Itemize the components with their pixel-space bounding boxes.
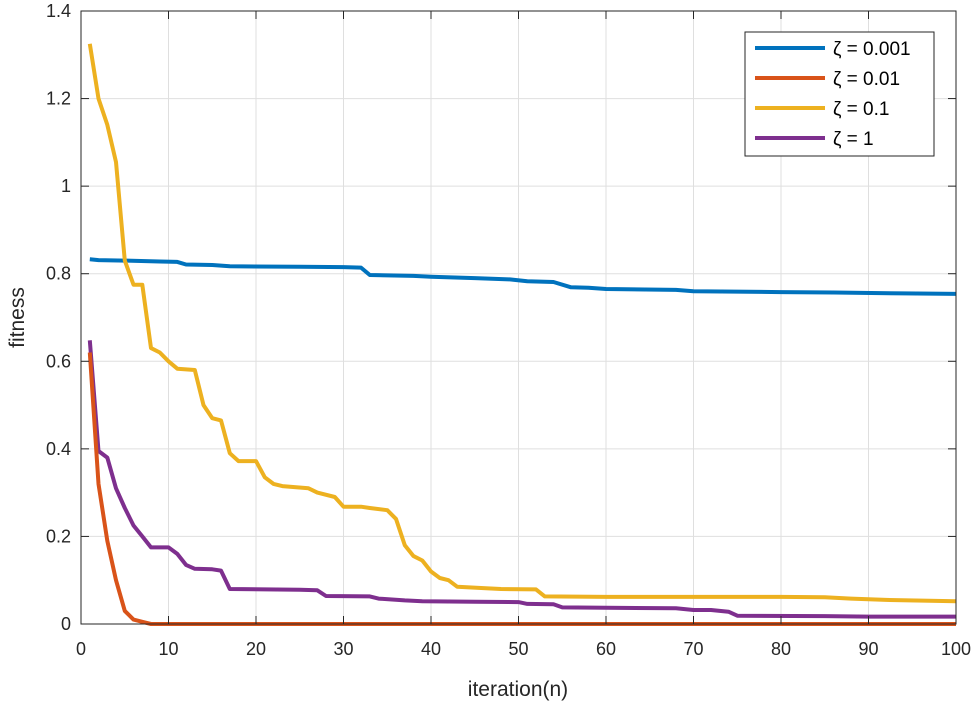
y-tick-label: 0.8 [46,264,71,284]
x-tick-label: 80 [771,639,791,659]
series-line-3 [87,43,957,604]
legend-label-3: ζ = 0.1 [833,99,889,120]
x-tick-label: 90 [858,639,878,659]
legend-label-4: ζ = 1 [833,129,874,150]
x-tick-label: 20 [246,639,266,659]
x-tick-label: 10 [158,639,178,659]
x-tick-label: 100 [941,639,971,659]
y-tick-label: 0.4 [46,439,71,459]
y-axis-ticks: 0 0.2 0.4 0.6 0.8 1 1.2 1.4 [46,1,956,634]
x-tick-label: 50 [508,639,528,659]
y-tick-label: 1.4 [46,1,71,21]
y-tick-label: 1.2 [46,89,71,109]
legend-label-2: ζ = 0.01 [833,69,900,90]
legend-box [744,31,935,157]
series-line-1 [89,257,957,296]
legend: ζ = 0.001 ζ = 0.01 ζ = 0.1 ζ = 1 [744,31,935,157]
legend-label-1: ζ = 0.001 [833,39,911,60]
y-tick-label: 0.6 [46,351,71,371]
x-tick-label: 0 [76,639,86,659]
x-tick-label: 70 [683,639,703,659]
series-line-4 [87,340,956,619]
x-tick-label: 60 [596,639,616,659]
x-axis-ticks: 0 10 20 30 40 50 60 70 80 90 100 [76,11,971,659]
series-line-2 [87,352,956,626]
y-tick-label: 0 [61,614,71,634]
x-axis-label: iteration(n) [468,678,568,701]
y-tick-label: 0.2 [46,526,71,546]
series-lines [87,43,957,626]
x-tick-label: 30 [333,639,353,659]
y-tick-label: 1 [61,176,71,196]
x-tick-label: 40 [421,639,441,659]
y-axis-label: fitness [6,287,29,348]
